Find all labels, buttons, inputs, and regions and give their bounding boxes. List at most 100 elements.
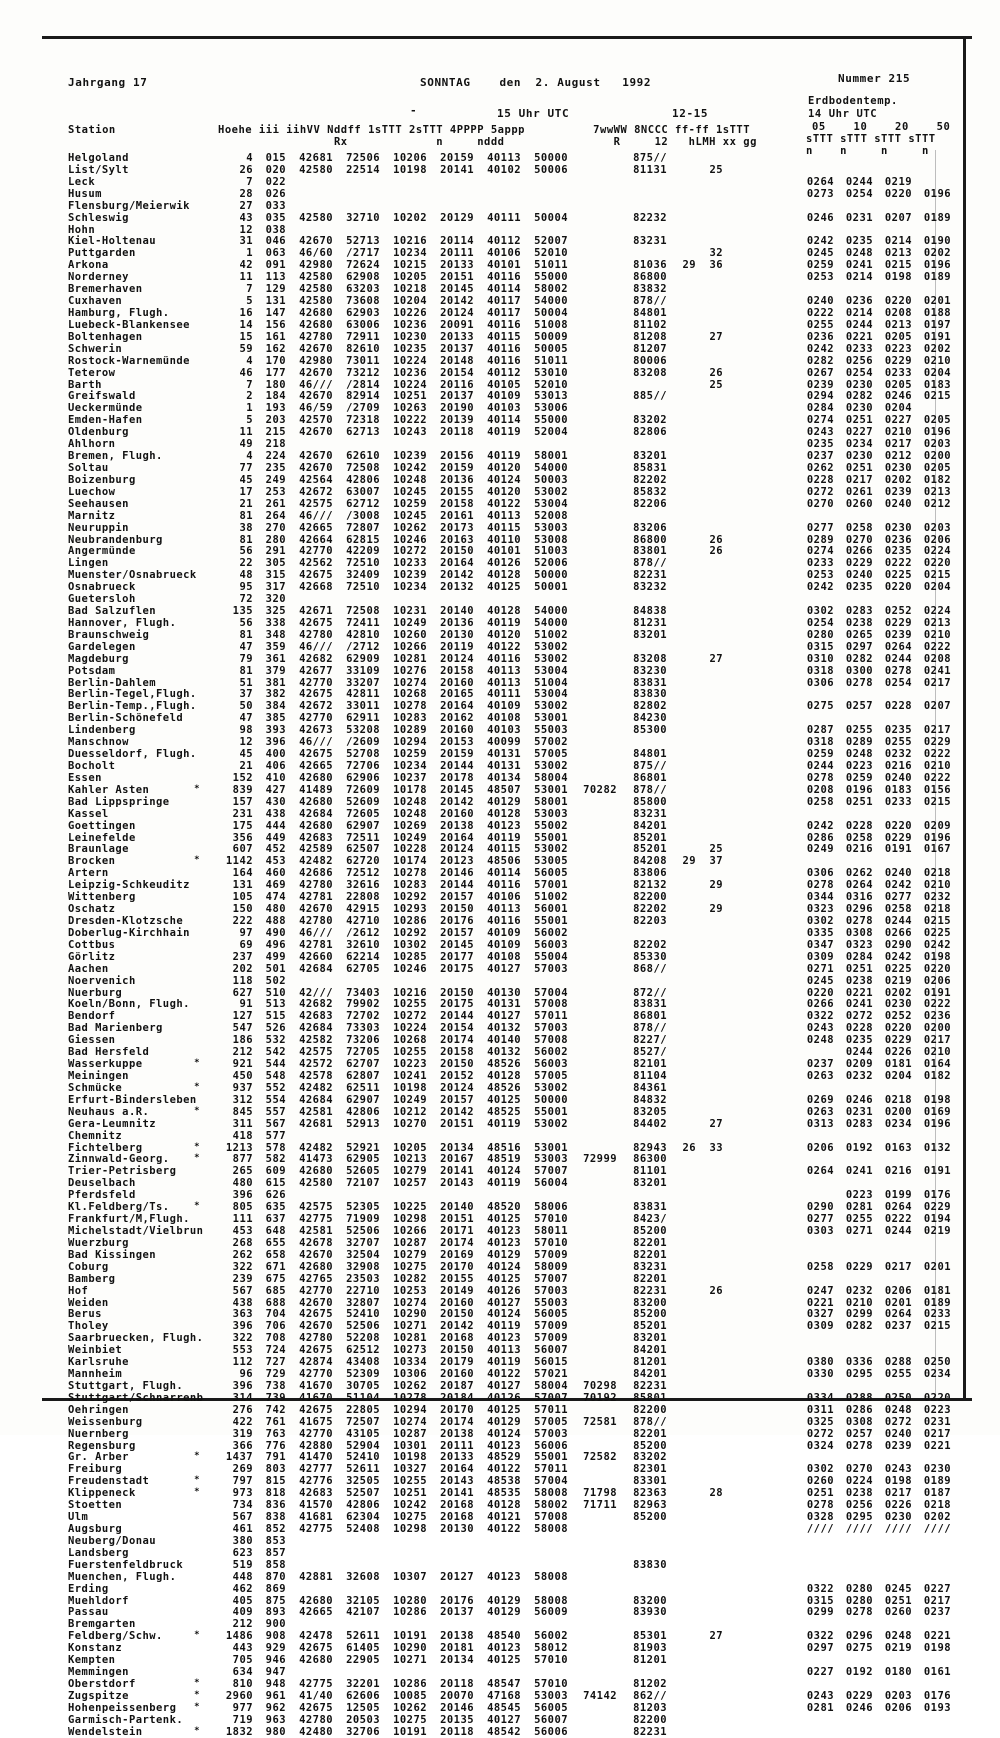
group-nddff: 72411 xyxy=(346,616,380,629)
station-altitude: 7 xyxy=(246,283,253,296)
soil-temp-50: 0219 xyxy=(923,1224,951,1237)
group-5appp: 57009 xyxy=(534,1332,568,1345)
group-7wwww: 72581 xyxy=(583,1415,617,1428)
group-4pppp: 40124 xyxy=(487,1427,521,1440)
station-index: 626 xyxy=(265,1189,286,1202)
station-index: 449 xyxy=(265,831,286,844)
soil-temp-20: 0223 xyxy=(884,342,912,355)
group-5appp: 57011 xyxy=(534,1403,568,1416)
table-row: Memmingen 634 947 0227 0192 0180 0161 xyxy=(0,1666,1000,1678)
soil-temp-50: 0223 xyxy=(923,1403,951,1416)
group-iihvv: 42686 xyxy=(299,867,333,880)
station-altitude: 12 xyxy=(239,736,253,749)
group-5appp: 56009 xyxy=(534,1606,568,1619)
group-8nccc: 83832 xyxy=(633,283,667,296)
group-4pppp: 40122 xyxy=(487,640,521,653)
soil-temp-20: 0229 xyxy=(884,831,912,844)
group-iihvv: 42770 xyxy=(299,1427,333,1440)
station-index: 947 xyxy=(265,1666,286,1679)
soil-temp-20: 0229 xyxy=(884,1034,912,1047)
station-name: Neuhaus a.R. xyxy=(68,1105,150,1118)
group-8nccc: 82231 xyxy=(633,1284,667,1297)
group-5appp: 56002 xyxy=(534,926,568,939)
group-8nccc: 85831 xyxy=(633,461,667,474)
table-row: Gera-Leumnitz 311 567 42681 52913 10270 20151 4… xyxy=(0,1118,1000,1130)
group-nddff: 32707 xyxy=(346,1236,380,1249)
station-index: 948 xyxy=(265,1678,286,1690)
group-iihvv: 42580 xyxy=(299,271,333,284)
group-nddff: 62815 xyxy=(346,533,380,546)
group-8nccc: 84201 xyxy=(633,819,667,832)
group-nddff: 72624 xyxy=(346,259,380,272)
group-nddff: 73212 xyxy=(346,366,380,379)
group-8nccc: 80006 xyxy=(633,354,667,367)
station-name: Karlsruhe xyxy=(68,1356,129,1369)
station-name: Chemnitz xyxy=(68,1129,123,1142)
group-nddff: 71909 xyxy=(346,1213,380,1226)
station-name: Schmücke xyxy=(68,1081,123,1094)
group-1sttt: 10222 xyxy=(393,414,427,427)
group-5appp: 55000 xyxy=(534,414,568,427)
station-altitude: 734 xyxy=(232,1499,253,1512)
soil-temp-05: 0289 xyxy=(806,533,834,546)
station-altitude: 1213 xyxy=(225,1141,253,1154)
mountain-station-marker: * xyxy=(194,1475,200,1486)
soil-temp-10: 0217 xyxy=(845,473,873,486)
soil-temp-50: 0210 xyxy=(923,760,951,773)
group-2sttt: 20175 xyxy=(440,962,474,975)
group-iihvv: 46/// xyxy=(299,378,333,391)
station-altitude: 81 xyxy=(239,664,253,677)
group-4pppp: 40119 xyxy=(487,616,521,629)
group-8nccc: 85201 xyxy=(633,831,667,844)
station-altitude: 51 xyxy=(239,676,253,689)
group-1sttt: 10251 xyxy=(393,1487,427,1500)
table-row: Oberstdorf * 810 948 42775 32201 10286 20118 485… xyxy=(0,1678,1000,1690)
soil-temp-20: 0219 xyxy=(884,974,912,987)
group-5appp: 53002 xyxy=(534,843,568,856)
station-altitude: 839 xyxy=(232,783,253,796)
group-5appp: 56007 xyxy=(534,1713,568,1726)
group-gg: 28 xyxy=(709,1487,723,1500)
group-8nccc: 83930 xyxy=(633,1606,667,1619)
table-row: Boltenhagen 15 161 42780 72911 10230 20133 4011… xyxy=(0,331,1000,343)
group-8nccc: 82101 xyxy=(633,1058,667,1071)
table-row: Luechow 17 253 42672 63007 10245 20155 40120 530… xyxy=(0,486,1000,498)
group-1sttt: 10233 xyxy=(393,557,427,570)
station-altitude: 547 xyxy=(232,1022,253,1035)
group-nddff: 52921 xyxy=(346,1141,380,1154)
group-nddff: 32610 xyxy=(346,938,380,951)
station-name: Erding xyxy=(68,1582,109,1595)
group-5appp: 52004 xyxy=(534,426,568,439)
soil-temp-05: 0302 xyxy=(806,605,834,618)
station-name: Luebeck-Blankensee xyxy=(68,318,190,331)
group-2sttt: 20154 xyxy=(440,1022,474,1035)
station-name: Meiningen xyxy=(68,1069,129,1082)
group-4pppp: 40129 xyxy=(487,1248,521,1261)
table-row: Erfurt-Bindersleben 312 554 42684 62907 10249… xyxy=(0,1094,1000,1106)
soil-temp-05: 0267 xyxy=(806,366,834,379)
table-row: Zugspitze * 2960 961 41/40 62606 10085 20070 471… xyxy=(0,1690,1000,1702)
soil-temp-50: 0221 xyxy=(923,1630,951,1643)
group-nddff: 32409 xyxy=(346,569,380,582)
group-8nccc: 82201 xyxy=(633,1248,667,1261)
station-name: Marnitz xyxy=(68,509,116,522)
soil-temp-50: 0250 xyxy=(923,1356,951,1369)
group-2sttt: 20137 xyxy=(440,342,474,355)
group-nddff: 52507 xyxy=(346,1487,380,1500)
group-8nccc: 83201 xyxy=(633,628,667,641)
soil-temp-50: 0203 xyxy=(923,438,951,451)
soil-temp-10: 0214 xyxy=(845,306,873,319)
station-name: Stuttgart/Schnarrenb xyxy=(68,1391,204,1404)
soil-temp-10: 0231 xyxy=(845,211,873,224)
group-gg: 29 xyxy=(709,879,723,892)
group-1sttt: 10298 xyxy=(393,1523,427,1536)
group-4pppp: 40127 xyxy=(487,1296,521,1309)
soil-temp-10: 0229 xyxy=(845,1689,873,1702)
station-altitude: 212 xyxy=(232,1046,253,1059)
station-index: 384 xyxy=(265,700,286,713)
table-row: Norderney 11 113 42580 62908 10205 20151 40116 5… xyxy=(0,271,1000,283)
soil-temp-20: 0219 xyxy=(884,1642,912,1655)
soil-temp-20: 0244 xyxy=(884,915,912,927)
soil-temp-05: 0269 xyxy=(806,1093,834,1106)
group-1sttt: 10259 xyxy=(393,497,427,510)
